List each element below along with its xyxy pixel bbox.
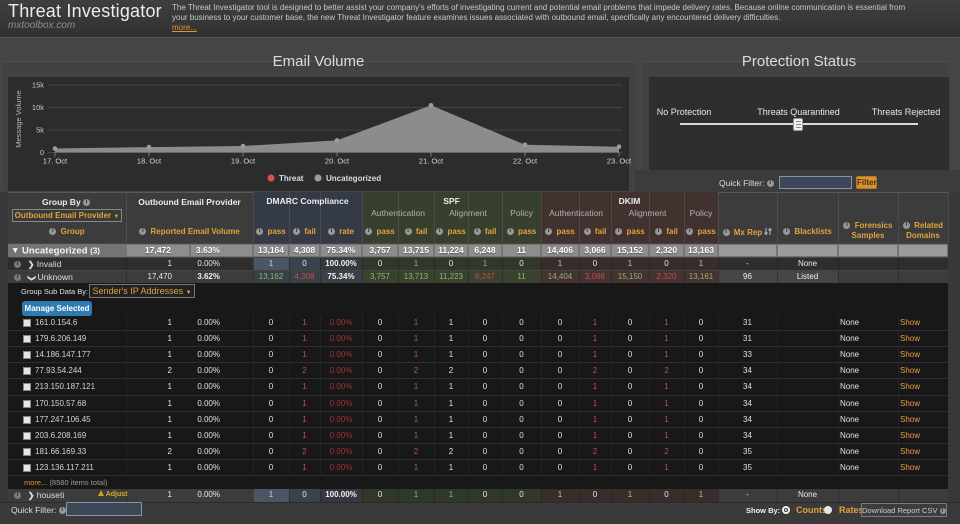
- svg-text:20. Oct: 20. Oct: [325, 157, 350, 166]
- svg-text:Threat: Threat: [279, 174, 304, 183]
- svg-text:19. Oct: 19. Oct: [231, 157, 256, 166]
- svg-text:18. Oct: 18. Oct: [137, 157, 162, 166]
- svg-text:22. Oct: 22. Oct: [513, 157, 538, 166]
- svg-text:17. Oct: 17. Oct: [43, 157, 68, 166]
- svg-text:15k: 15k: [32, 81, 44, 90]
- svg-text:21. Oct: 21. Oct: [419, 157, 444, 166]
- svg-text:Message Volume: Message Volume: [14, 90, 23, 148]
- svg-text:10k: 10k: [32, 103, 44, 112]
- svg-text:0: 0: [40, 148, 44, 157]
- svg-text:Uncategorized: Uncategorized: [326, 174, 381, 183]
- svg-text:23. Oct: 23. Oct: [607, 157, 632, 166]
- svg-text:5k: 5k: [36, 126, 44, 135]
